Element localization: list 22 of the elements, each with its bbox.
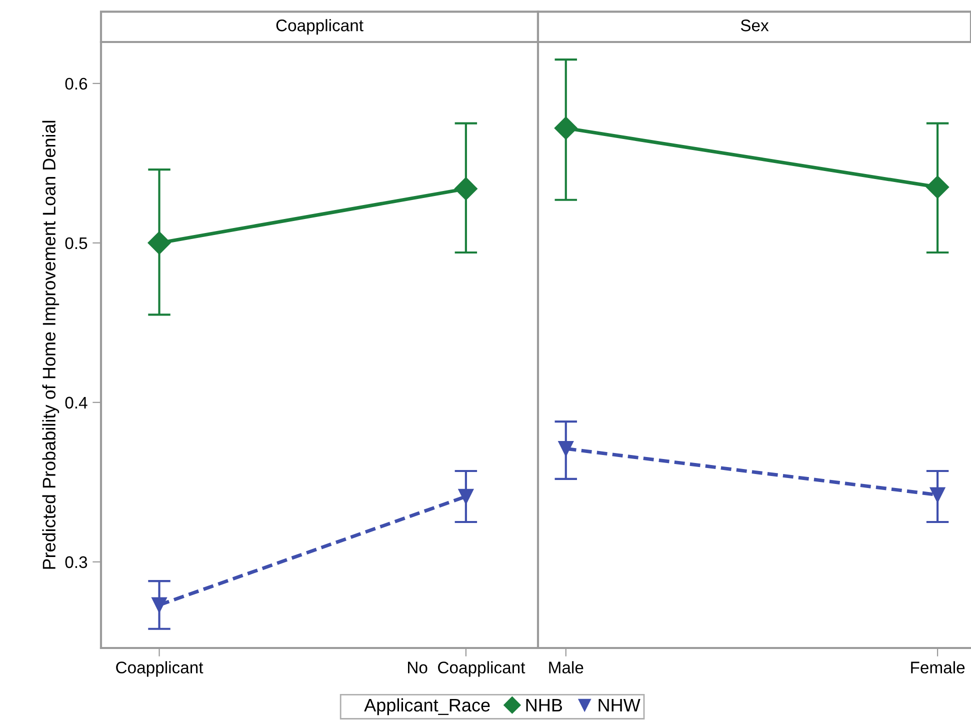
x-tick-label: Male (549, 661, 584, 674)
point (152, 597, 167, 613)
y-tick-label: 0.4 (65, 396, 88, 409)
point (930, 487, 946, 503)
chart-title: Coapplicant (276, 19, 364, 35)
x-tick-label: Coapplicant (116, 661, 204, 677)
point (558, 441, 574, 456)
y-axis-title: Predicted Probability of Home Improvement Loan Denial (42, 120, 60, 569)
y-tick-label: 0.6 (65, 78, 88, 90)
point (454, 177, 478, 200)
point (148, 231, 171, 254)
point (554, 116, 578, 140)
chart-title: Sex (740, 20, 769, 32)
legend-label: NHW (598, 698, 640, 712)
y-tick-label: 0.3 (65, 556, 88, 568)
y-tick-label: 0.5 (65, 237, 88, 250)
legend-label: NHB (526, 698, 562, 712)
x-tick-label: Female (911, 661, 965, 674)
x-tick-label: No Coapplicant (408, 661, 526, 677)
point (926, 176, 950, 199)
point (458, 488, 474, 504)
legend-title: Applicant_Race (364, 698, 490, 716)
